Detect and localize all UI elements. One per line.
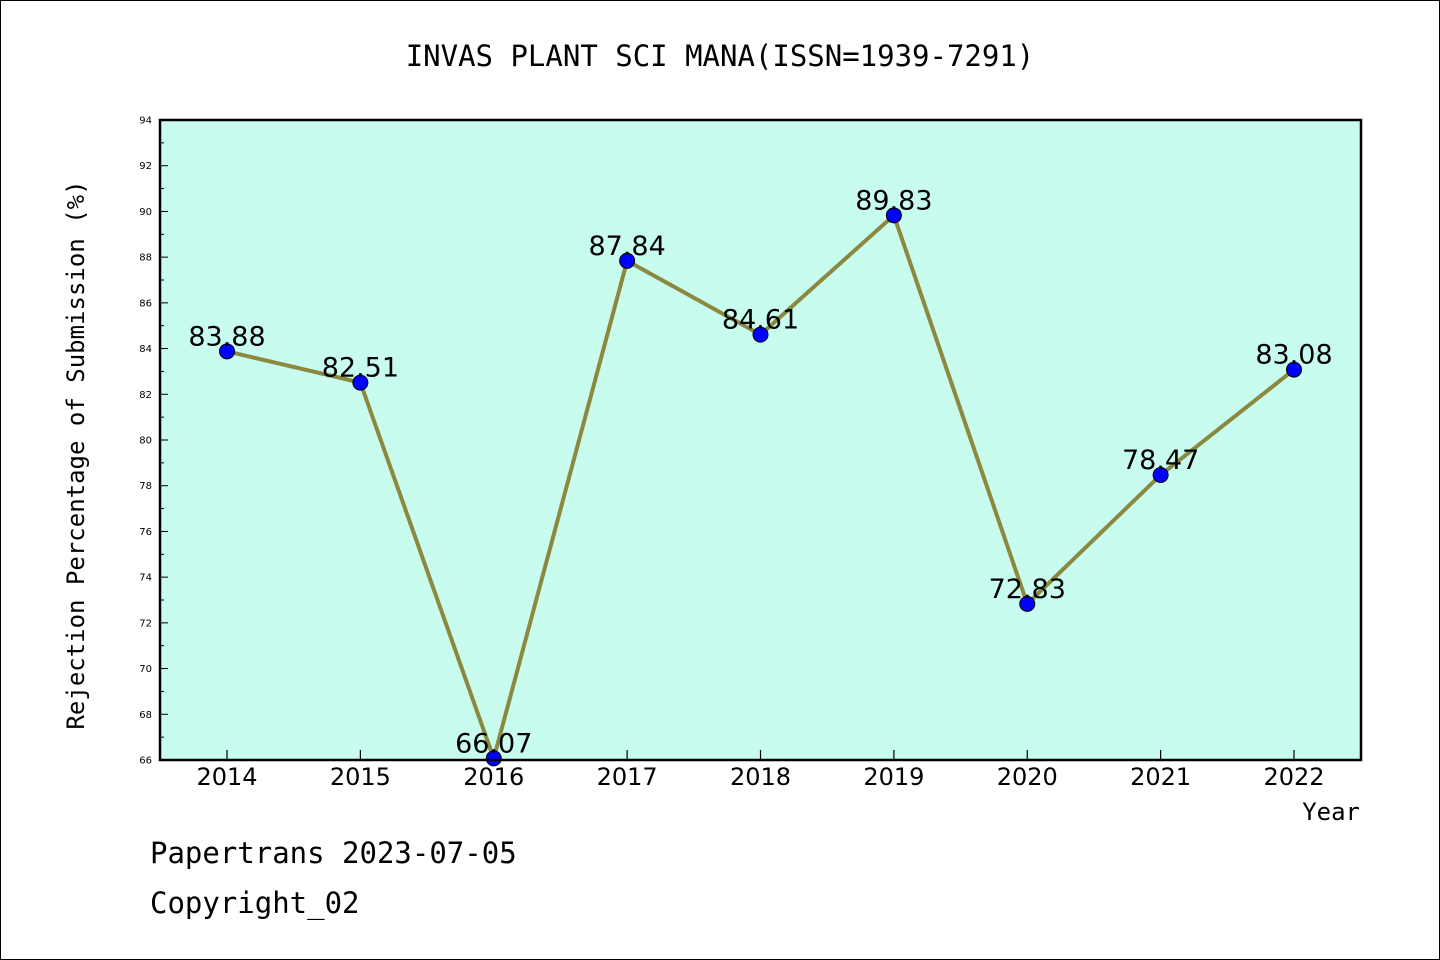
data-label: 89.83 <box>855 185 932 216</box>
y-tick-label: 74 <box>139 573 152 584</box>
y-tick-label: 90 <box>139 207 152 218</box>
y-tick-label: 94 <box>139 116 152 127</box>
data-point <box>619 252 636 269</box>
y-tick-label: 70 <box>139 664 152 675</box>
x-axis: 2014 2015 2016 2017 2018 2019 2020 2021 2022 <box>196 750 1325 791</box>
footer-date: Papertrans 2023-07-05 <box>150 836 517 870</box>
data-point <box>885 207 902 224</box>
y-tick-label: 80 <box>139 436 152 447</box>
x-tick-label: 2017 <box>597 763 658 791</box>
y-tick-label: 66 <box>139 756 152 767</box>
data-point <box>352 374 369 391</box>
y-tick-label: 76 <box>139 527 152 538</box>
x-tick-label: 2015 <box>330 763 391 791</box>
chart-title: INVAS PLANT SCI MANA(ISSN=1939-7291) <box>406 39 1035 73</box>
x-tick-label: 2018 <box>730 763 791 791</box>
data-label: 78.47 <box>1122 445 1199 476</box>
y-tick-label: 78 <box>139 481 152 492</box>
data-point <box>1019 595 1036 612</box>
y-axis-label: Rejection Percentage of Submission (%) <box>62 180 90 729</box>
series-markers <box>219 207 1302 767</box>
y-tick-label: 86 <box>139 298 152 309</box>
data-point <box>1286 361 1302 378</box>
data-point <box>219 343 235 360</box>
x-tick-label: 2020 <box>997 763 1058 791</box>
x-tick-label: 2022 <box>1263 763 1324 791</box>
plot-area <box>160 120 1361 760</box>
y-tick-label: 92 <box>139 161 152 172</box>
x-axis-label: Year <box>1302 798 1360 826</box>
x-tick-label: 2019 <box>863 763 924 791</box>
data-point <box>1152 466 1169 483</box>
y-axis: 66 68 70 72 74 76 78 80 82 84 86 88 90 92 94 <box>139 116 168 767</box>
footer-copyright: Copyright_02 <box>150 886 360 920</box>
plot-border <box>158 118 1363 762</box>
data-label: 84.61 <box>722 305 799 336</box>
x-tick-label: 2016 <box>463 763 524 791</box>
y-tick-label: 88 <box>139 253 152 264</box>
y-tick-label: 68 <box>139 710 152 721</box>
data-label: 83.08 <box>1255 340 1332 371</box>
x-tick-label: 2021 <box>1130 763 1191 791</box>
data-label: 87.84 <box>588 231 665 262</box>
data-label: 82.51 <box>322 353 399 384</box>
y-tick-label: 82 <box>139 390 152 401</box>
data-label: 83.88 <box>188 321 265 352</box>
y-tick-label: 72 <box>139 618 152 629</box>
data-label: 66.07 <box>455 728 532 759</box>
data-point <box>485 750 502 767</box>
data-label: 72.83 <box>989 574 1066 605</box>
x-tick-label: 2014 <box>196 763 257 791</box>
y-tick-label: 84 <box>139 344 152 355</box>
data-labels: 83.88 82.51 66.07 87.84 84.61 89.83 72.83 78.47… <box>188 185 1332 759</box>
data-point <box>752 326 769 343</box>
